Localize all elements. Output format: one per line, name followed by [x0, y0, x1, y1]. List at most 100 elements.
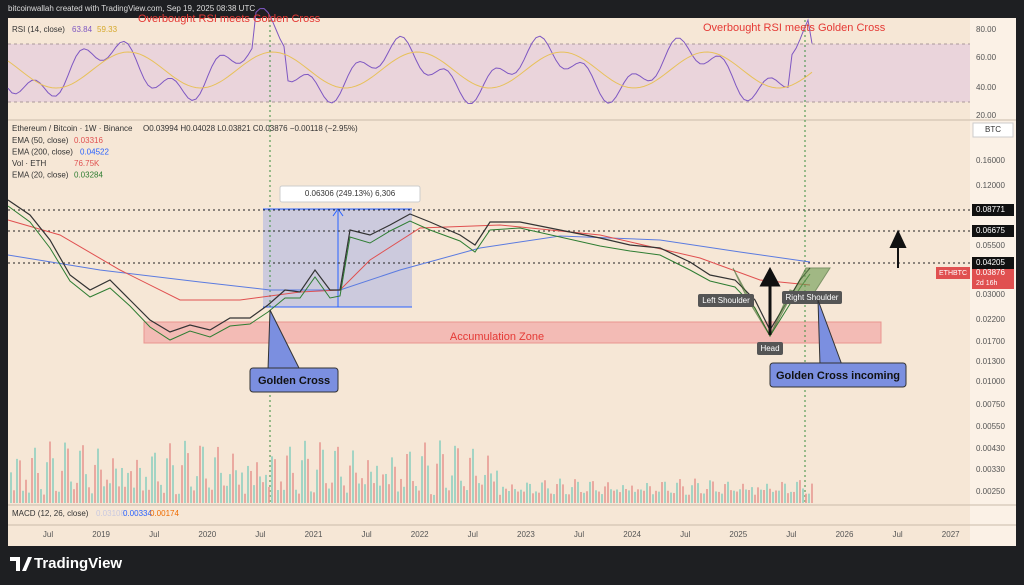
volume-bar	[274, 459, 276, 503]
rsi-band	[8, 44, 970, 102]
volume-bar	[163, 492, 165, 503]
golden-cross: Golden Cross	[258, 375, 330, 387]
volume-bar	[664, 481, 666, 503]
golden-cross-incoming: Golden Cross incoming	[776, 370, 900, 382]
volume-bar	[187, 453, 189, 503]
volume-bar	[604, 486, 606, 503]
level-tag	[972, 204, 1014, 216]
logo	[10, 557, 32, 571]
volume-bar	[55, 490, 57, 503]
volume-bar	[556, 484, 558, 503]
volume-bar	[115, 468, 117, 503]
volume-bar	[394, 466, 396, 503]
volume-bar	[247, 465, 249, 503]
volume-bar	[361, 478, 363, 503]
level-tag	[972, 257, 1014, 269]
ohlc: O0.03994 H0.04028 L0.03821 C0.03876 −0.0…	[143, 124, 358, 133]
rsi-line	[7, 7, 813, 105]
volume-bar	[259, 476, 261, 503]
volume-bar	[43, 494, 45, 503]
volume-bar	[625, 488, 627, 503]
volume-bar	[595, 490, 597, 503]
volume-bar	[262, 482, 264, 503]
volume-bar	[586, 491, 588, 503]
volume-bar	[328, 488, 330, 503]
volume-bar	[460, 480, 462, 503]
price-tick: 0.00250	[976, 487, 1005, 496]
volume-bar	[154, 452, 156, 503]
rsi-tick: 80.00	[976, 25, 997, 34]
volume-bar	[343, 485, 345, 503]
time-label: 2020	[198, 530, 216, 539]
price-tick: 0.00550	[976, 422, 1005, 431]
brand: TradingView	[34, 555, 122, 572]
volume-bar	[676, 482, 678, 503]
volume	[10, 440, 813, 503]
macd-value: 0.00334	[123, 509, 152, 518]
volume-bar	[442, 454, 444, 503]
volume-bar	[127, 472, 129, 503]
indicator-label: EMA (50, close)	[12, 136, 69, 145]
volume-bar	[439, 440, 441, 503]
volume-bar	[301, 460, 303, 503]
volume-bar	[505, 488, 507, 503]
volume-bar	[256, 462, 258, 503]
volume-bar	[199, 445, 201, 503]
volume-bar	[472, 448, 474, 503]
volume-bar	[58, 491, 60, 503]
volume-bar	[559, 478, 561, 503]
volume-bar	[805, 493, 807, 503]
price-tick: 0.03000	[976, 290, 1005, 299]
volume-bar	[226, 485, 228, 503]
volume-bar	[769, 488, 771, 503]
volume-bar	[139, 467, 141, 503]
volume-bar	[85, 474, 87, 503]
volume-bar	[811, 483, 813, 503]
volume-bar	[742, 483, 744, 503]
time-label: 2019	[92, 530, 110, 539]
label-bg	[782, 291, 842, 304]
volume-bar	[49, 441, 51, 503]
volume-bar	[499, 494, 501, 503]
volume-bar	[658, 491, 660, 503]
volume-bar	[304, 440, 306, 503]
volume-bar	[469, 457, 471, 503]
volume-bar	[751, 487, 753, 503]
volume-bar	[424, 442, 426, 503]
volume-bar	[790, 491, 792, 503]
time-label: 2025	[729, 530, 747, 539]
volume-bar	[16, 458, 18, 503]
volume-bar	[619, 492, 621, 503]
volume-bar	[652, 494, 654, 503]
volume-bar	[160, 484, 162, 503]
time-label: Jul	[468, 530, 478, 539]
volume-bar	[610, 489, 612, 503]
volume-bar	[622, 485, 624, 503]
volume-bar	[289, 446, 291, 503]
indicator-value: 0.03284	[74, 171, 103, 180]
volume-bar	[475, 475, 477, 503]
volume-bar	[322, 449, 324, 503]
volume-bar	[280, 481, 282, 503]
volume-bar	[490, 473, 492, 503]
volume-bar	[607, 482, 609, 503]
volume-bar	[748, 490, 750, 503]
volume-bar	[568, 494, 570, 503]
volume-bar	[511, 484, 513, 503]
measure-arrowhead	[332, 208, 344, 217]
volume-bar	[445, 487, 447, 503]
left-shoulder: Left Shoulder	[702, 296, 750, 305]
volume-bar	[799, 480, 801, 503]
volume-bar	[70, 481, 72, 503]
volume-bar	[649, 486, 651, 503]
measure-label: 0.06306 (249.13%) 6,306	[305, 189, 396, 198]
volume-bar	[634, 491, 636, 503]
volume-bar	[796, 481, 798, 503]
volume-bar	[598, 491, 600, 503]
volume-bar	[136, 459, 138, 503]
volume-bar	[628, 490, 630, 503]
volume-bar	[457, 448, 459, 503]
volume-bar	[235, 470, 237, 503]
time-label: Jul	[680, 530, 690, 539]
